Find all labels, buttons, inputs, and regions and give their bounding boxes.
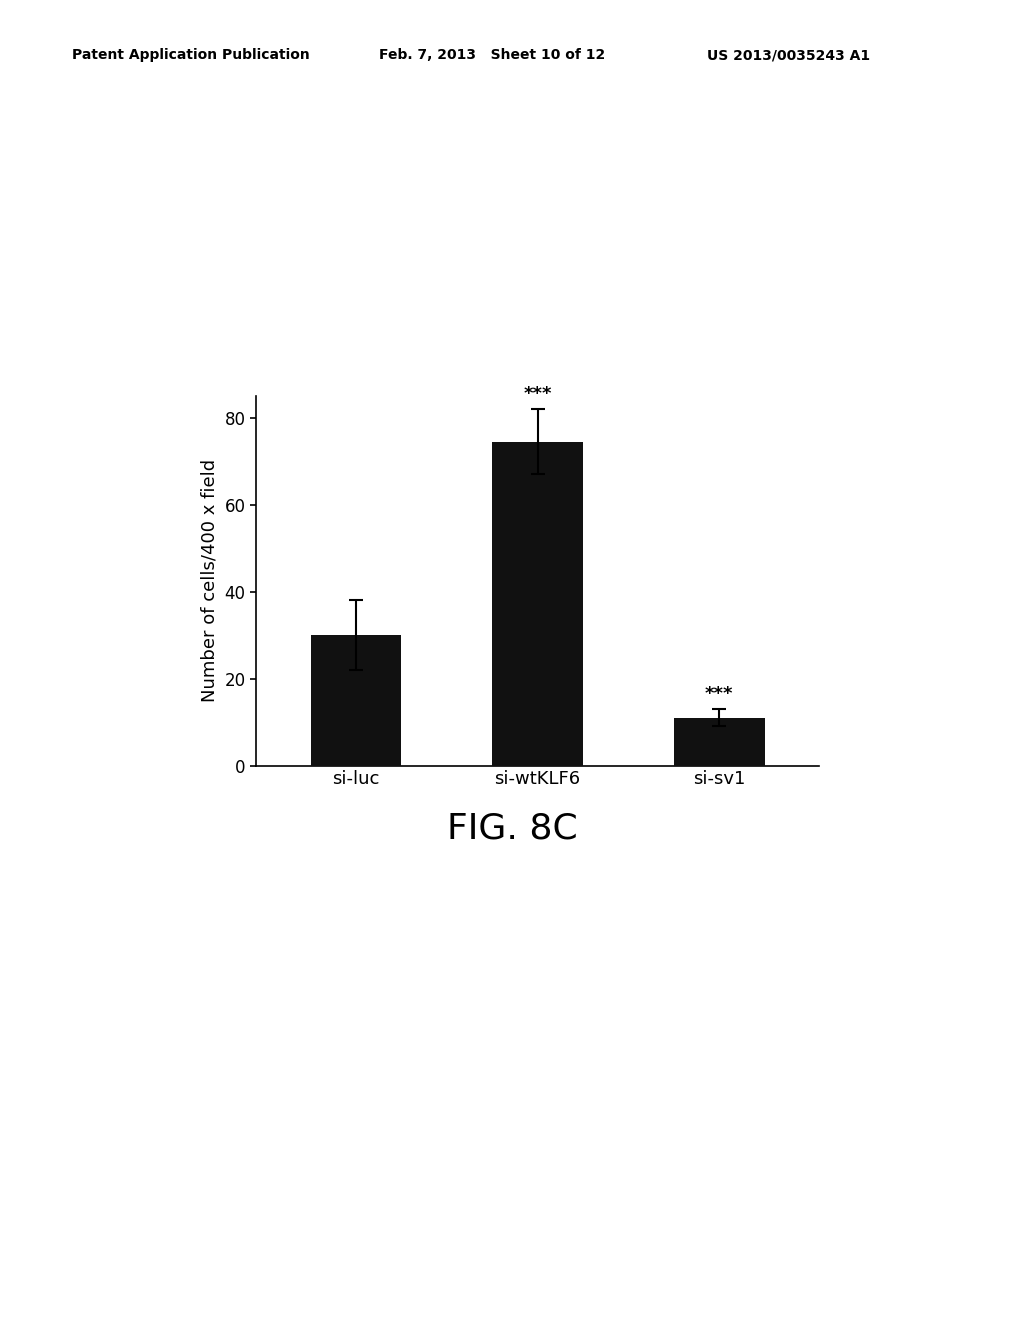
Bar [493,442,583,766]
Text: Patent Application Publication: Patent Application Publication [72,49,309,62]
Text: US 2013/0035243 A1: US 2013/0035243 A1 [707,49,869,62]
Bar [674,718,765,766]
Text: ***: *** [523,384,552,403]
Text: FIG. 8C: FIG. 8C [446,812,578,846]
Text: Feb. 7, 2013   Sheet 10 of 12: Feb. 7, 2013 Sheet 10 of 12 [379,49,605,62]
Text: ***: *** [706,685,733,702]
Y-axis label: Number of cells/400 x field: Number of cells/400 x field [201,459,219,702]
Bar [310,635,401,766]
